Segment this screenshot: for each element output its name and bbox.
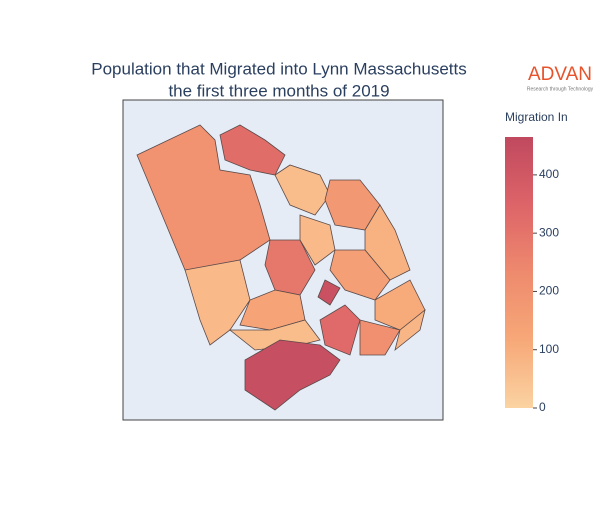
colorbar [505,137,533,408]
chart-subtitle: the first three months of 2019 [168,81,389,100]
region [394,308,426,352]
region [244,339,341,411]
region [319,304,361,356]
region [219,124,286,176]
colorbar-tick-label: 100 [539,342,559,356]
colorbar-tick-label: 200 [539,284,559,298]
region [317,279,341,306]
colorbar-tick-label: 300 [539,225,559,239]
logo: ADVAN [528,64,592,85]
region [299,214,336,266]
colorbar-tick-label: 400 [539,167,559,181]
region [359,319,401,356]
chart-title: Population that Migrated into Lynn Massa… [91,59,466,78]
regions [136,124,426,411]
colorbar-title: Migration In [505,110,568,124]
logo-tagline: Research through Technology [527,86,594,92]
region [136,124,271,276]
colorbar-tick-label: 0 [539,400,546,414]
